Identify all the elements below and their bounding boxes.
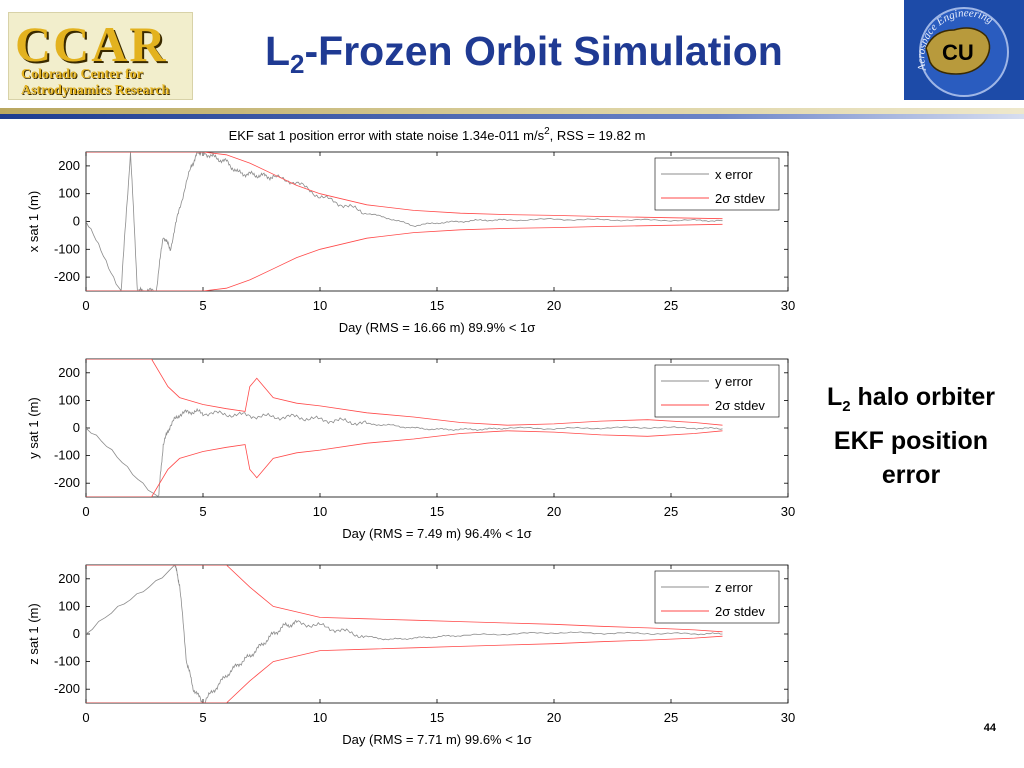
y-tick-label: 200: [58, 158, 80, 173]
stdev-lower-line: [86, 635, 723, 703]
ccar-logo-line1: Colorado Center for: [21, 67, 143, 82]
y-tick-label: -200: [54, 475, 80, 490]
legend-box: [654, 570, 780, 624]
y-tick-label: 0: [73, 626, 80, 641]
legend-label-stdev: 2σ stdev: [715, 398, 765, 413]
x-tick-label: 15: [430, 298, 444, 313]
ccar-logo: CCAR Colorado Center for Astrodynamics R…: [8, 12, 193, 100]
x-tick-label: 15: [430, 504, 444, 519]
x-tick-label: 0: [82, 504, 89, 519]
x-tick-label: 0: [82, 298, 89, 313]
y-axis-label: x sat 1 (m): [26, 191, 41, 252]
slide-title: L2-Frozen Orbit Simulation: [265, 28, 783, 80]
stdev-lower-line: [86, 430, 723, 497]
legend-label-stdev: 2σ stdev: [715, 191, 765, 206]
x-axis-label: Day (RMS = 7.49 m) 96.4% < 1σ: [342, 526, 531, 541]
legend-label-error: y error: [715, 374, 753, 389]
y-tick-label: 100: [58, 186, 80, 201]
page-number: 44: [983, 722, 996, 734]
series-z-error-line: [86, 565, 723, 703]
x-tick-label: 5: [199, 710, 206, 725]
legend-box: [654, 157, 780, 211]
x-tick-label: 10: [313, 298, 327, 313]
stdev-upper-line: [86, 152, 723, 220]
y-axis-label: y sat 1 (m): [26, 397, 41, 458]
chart-title: EKF sat 1 position error with state nois…: [229, 126, 646, 143]
y-tick-label: -200: [54, 681, 80, 696]
side-label: L2 halo orbiter EKF position error: [806, 380, 1016, 492]
x-tick-label: 5: [199, 298, 206, 313]
ccar-logo-letters: CCAR: [15, 16, 168, 72]
y-tick-label: -100: [54, 241, 80, 256]
x-tick-label: 20: [547, 504, 561, 519]
x-tick-label: 30: [781, 504, 795, 519]
side-label-line1: L2 halo orbiter: [826, 383, 996, 415]
title-rest: -Frozen Orbit Simulation: [304, 28, 783, 74]
legend-label-error: x error: [715, 167, 753, 182]
y-tick-label: -100: [54, 654, 80, 669]
y-tick-label: 100: [58, 598, 80, 613]
header-blue-band: [0, 114, 1024, 119]
title-subscript: 2: [290, 49, 305, 79]
x-tick-label: 10: [313, 710, 327, 725]
title-main: L: [265, 28, 291, 74]
y-tick-label: -100: [54, 448, 80, 463]
y-axis-label: z sat 1 (m): [26, 603, 41, 664]
side-label-line2: EKF position: [833, 427, 989, 455]
cu-aerospace-logo: Aerospace Engineering CU: [904, 0, 1024, 100]
x-tick-label: 20: [547, 710, 561, 725]
y-tick-label: -200: [54, 269, 80, 284]
y-tick-label: 0: [73, 214, 80, 229]
x-tick-label: 20: [547, 298, 561, 313]
legend-label-error: z error: [715, 580, 753, 595]
stdev-lower-line: [86, 223, 723, 291]
stdev-upper-line: [86, 565, 723, 633]
x-tick-label: 0: [82, 710, 89, 725]
legend-box: [654, 364, 780, 418]
x-axis-label: Day (RMS = 7.71 m) 99.6% < 1σ: [342, 732, 531, 747]
x-tick-label: 5: [199, 504, 206, 519]
legend-label-stdev: 2σ stdev: [715, 604, 765, 619]
x-tick-label: 30: [781, 710, 795, 725]
x-tick-label: 30: [781, 298, 795, 313]
stdev-upper-line: [86, 359, 723, 426]
y-tick-label: 0: [73, 420, 80, 435]
x-tick-label: 25: [664, 504, 678, 519]
x-axis-label: Day (RMS = 16.66 m) 89.9% < 1σ: [339, 320, 536, 335]
ccar-logo-line2: Astrodynamics Research: [21, 83, 170, 98]
x-tick-label: 15: [430, 710, 444, 725]
side-label-line3: error: [881, 461, 941, 489]
y-tick-label: 200: [58, 571, 80, 586]
cu-logo-mark: CU: [942, 40, 974, 65]
x-tick-label: 25: [664, 298, 678, 313]
y-tick-label: 200: [58, 365, 80, 380]
series-y-error-line: [86, 407, 723, 497]
x-tick-label: 10: [313, 504, 327, 519]
y-tick-label: 100: [58, 392, 80, 407]
x-tick-label: 25: [664, 710, 678, 725]
series-x-error-line: [86, 152, 723, 291]
header-gold-band: [0, 108, 1024, 114]
